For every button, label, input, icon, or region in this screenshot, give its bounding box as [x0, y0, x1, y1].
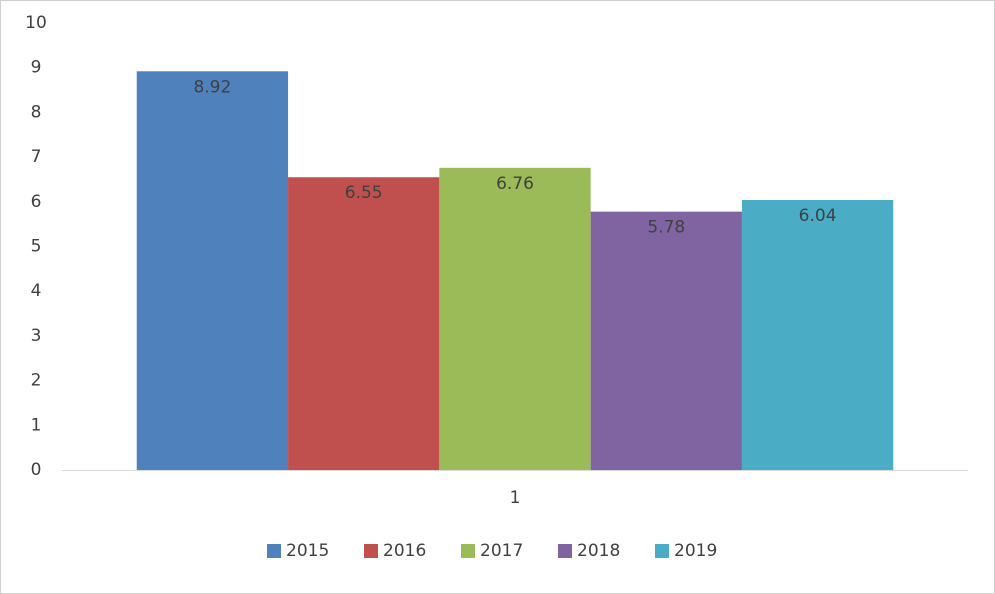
data-label: 8.92 — [193, 77, 231, 97]
bar — [590, 211, 742, 470]
y-tick-label: 9 — [31, 58, 42, 78]
x-tick-label: 1 — [510, 488, 521, 508]
legend-swatch — [461, 544, 475, 558]
legend-swatch — [364, 544, 378, 558]
y-tick-label: 0 — [31, 460, 42, 480]
data-label: 5.78 — [647, 218, 685, 238]
bar — [741, 200, 894, 470]
data-label: 6.04 — [799, 206, 837, 226]
y-tick-label: 5 — [31, 237, 42, 257]
bar — [136, 71, 289, 470]
bar — [288, 177, 440, 470]
y-tick-label: 6 — [31, 192, 42, 212]
legend-swatch — [267, 544, 281, 558]
legend-swatch — [558, 544, 572, 558]
y-tick-label: 3 — [31, 326, 42, 346]
y-tick-label: 4 — [31, 281, 42, 301]
y-tick-label: 8 — [31, 102, 42, 122]
y-tick-label: 1 — [31, 415, 42, 435]
legend-label: 2016 — [383, 541, 426, 561]
data-label: 6.55 — [345, 183, 383, 203]
legend-label: 2017 — [480, 541, 523, 561]
y-tick-label: 10 — [25, 13, 47, 33]
legend-swatch — [655, 544, 669, 558]
y-tick-label: 2 — [31, 371, 42, 391]
y-tick-label: 7 — [31, 147, 42, 167]
legend-label: 2018 — [577, 541, 620, 561]
bar — [439, 167, 591, 470]
legend-label: 2019 — [674, 541, 717, 561]
data-label: 6.76 — [496, 174, 534, 194]
legend-label: 2015 — [286, 541, 329, 561]
